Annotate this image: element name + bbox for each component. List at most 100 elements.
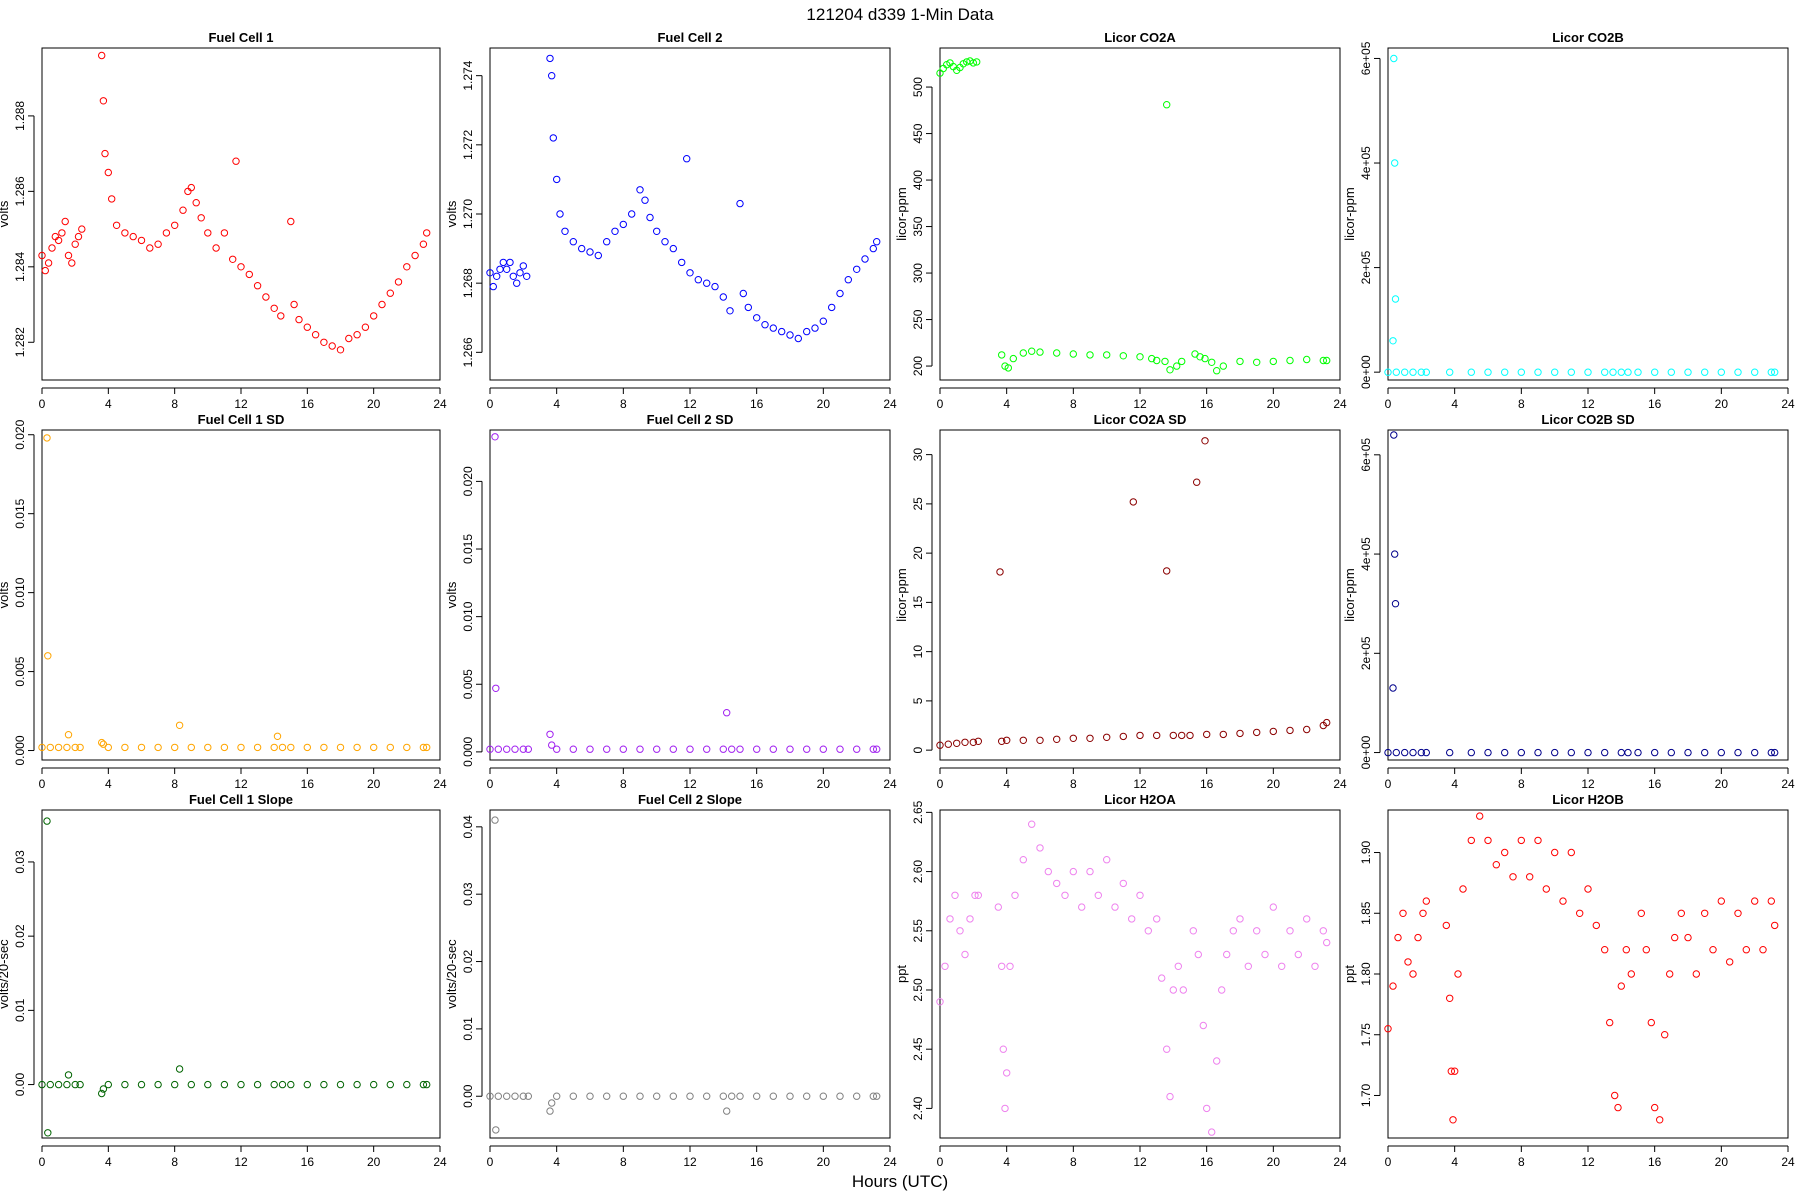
y-tick-label: 30 (911, 448, 925, 462)
x-tick-label: 0 (1385, 397, 1392, 411)
data-point (1542, 885, 1551, 893)
y-tick-label: 1.70 (1359, 1083, 1373, 1107)
y-tick-label: 1.288 (13, 101, 27, 131)
data-point (819, 745, 827, 753)
data-point (1136, 731, 1144, 740)
data-point (1086, 734, 1094, 742)
y-tick-label: 25 (911, 497, 925, 511)
y-tick-label: 0.01 (13, 998, 27, 1022)
data-point (1319, 927, 1328, 935)
data-point (996, 568, 1004, 576)
data-point (1767, 897, 1776, 905)
data-points (486, 433, 881, 753)
data-points (936, 57, 1331, 375)
panel-2: Licor CO2A licor-ppm 0 4 8 12 16 20 24 200 250 300 3… (894, 30, 1347, 411)
data-point (1576, 909, 1584, 917)
data-point (1086, 351, 1094, 359)
data-point (524, 1092, 532, 1100)
y-tick-label: 0e+00 (1359, 735, 1373, 769)
plot-frame (1387, 429, 1789, 761)
x-tick-label: 0 (937, 1155, 944, 1169)
data-point (819, 1092, 827, 1100)
data-point (287, 1080, 295, 1089)
data-point (1449, 1116, 1457, 1124)
data-point (1492, 861, 1501, 869)
data-point (1684, 933, 1692, 942)
data-point (1186, 731, 1194, 740)
y-tick-label: 0.015 (13, 498, 27, 528)
data-point (336, 346, 345, 354)
data-point (1086, 867, 1094, 876)
x-tick-label: 20 (1715, 1155, 1729, 1169)
data-point (1303, 725, 1311, 734)
x-tick-label: 4 (105, 397, 112, 411)
y-tick-label: 250 (911, 309, 925, 329)
x-tick-label: 12 (234, 1155, 248, 1169)
x-tick-label: 16 (750, 397, 764, 411)
data-point (803, 327, 811, 336)
x-tick-label: 8 (1518, 1155, 1525, 1169)
data-point (516, 269, 524, 277)
data-point (951, 891, 959, 899)
data-point (411, 251, 419, 260)
data-point (370, 312, 378, 320)
data-point (1391, 295, 1400, 303)
data-point (1422, 897, 1431, 905)
data-point (1467, 368, 1476, 376)
data-point (586, 248, 594, 256)
data-point (290, 300, 298, 309)
data-point (1323, 356, 1331, 365)
data-point (1584, 748, 1592, 757)
data-point (1392, 368, 1401, 376)
data-point (1392, 748, 1401, 757)
plot-frame (939, 47, 1341, 381)
data-point (974, 891, 982, 899)
data-point (278, 1080, 287, 1089)
x-tick-label: 8 (1518, 397, 1525, 411)
data-point (1229, 927, 1238, 935)
y-tick-label: 6e+05 (1359, 438, 1373, 472)
x-tick-label: 24 (433, 1155, 447, 1169)
data-point (1236, 357, 1244, 366)
data-point (1567, 368, 1576, 376)
data-point (686, 269, 694, 277)
y-axis-label: licor-ppm (1342, 568, 1357, 621)
data-point (546, 1107, 554, 1115)
data-point (486, 269, 494, 277)
y-tick-label: 2.50 (911, 978, 925, 1002)
data-point (1419, 909, 1427, 917)
data-point (998, 351, 1006, 359)
data-point (619, 220, 627, 229)
y-tick-label: 2.45 (911, 1037, 925, 1061)
x-tick-label: 8 (1070, 777, 1077, 791)
data-point (1517, 836, 1526, 845)
data-point (204, 1080, 212, 1089)
data-point (1601, 946, 1609, 954)
data-point (1701, 909, 1709, 917)
y-axis-label: ppt (894, 965, 909, 983)
data-point (1584, 885, 1592, 893)
data-point (486, 1092, 494, 1100)
data-point (1179, 986, 1188, 994)
panel-title: Licor H2OA (1104, 792, 1176, 807)
y-tick-label: 0.020 (461, 466, 475, 496)
data-point (1219, 730, 1228, 739)
data-point (71, 240, 79, 248)
panel-title: Fuel Cell 1 (208, 30, 273, 45)
panel-1: Fuel Cell 2 volts 0 4 8 12 16 20 24 1.266 1.268 1.2… (444, 30, 897, 411)
data-point (1526, 873, 1534, 881)
data-point (1253, 927, 1261, 935)
data-point (1196, 353, 1204, 361)
data-point (492, 684, 500, 692)
data-point (999, 1045, 1007, 1053)
data-point (1219, 362, 1228, 370)
data-point (245, 270, 254, 279)
data-point (1161, 357, 1169, 366)
data-point (1401, 368, 1409, 376)
plot-frame (1387, 809, 1789, 1139)
data-point (1656, 1116, 1664, 1124)
x-tick-label: 12 (1133, 397, 1147, 411)
data-point (61, 217, 69, 226)
data-point (1163, 101, 1171, 109)
data-point (1751, 897, 1759, 905)
